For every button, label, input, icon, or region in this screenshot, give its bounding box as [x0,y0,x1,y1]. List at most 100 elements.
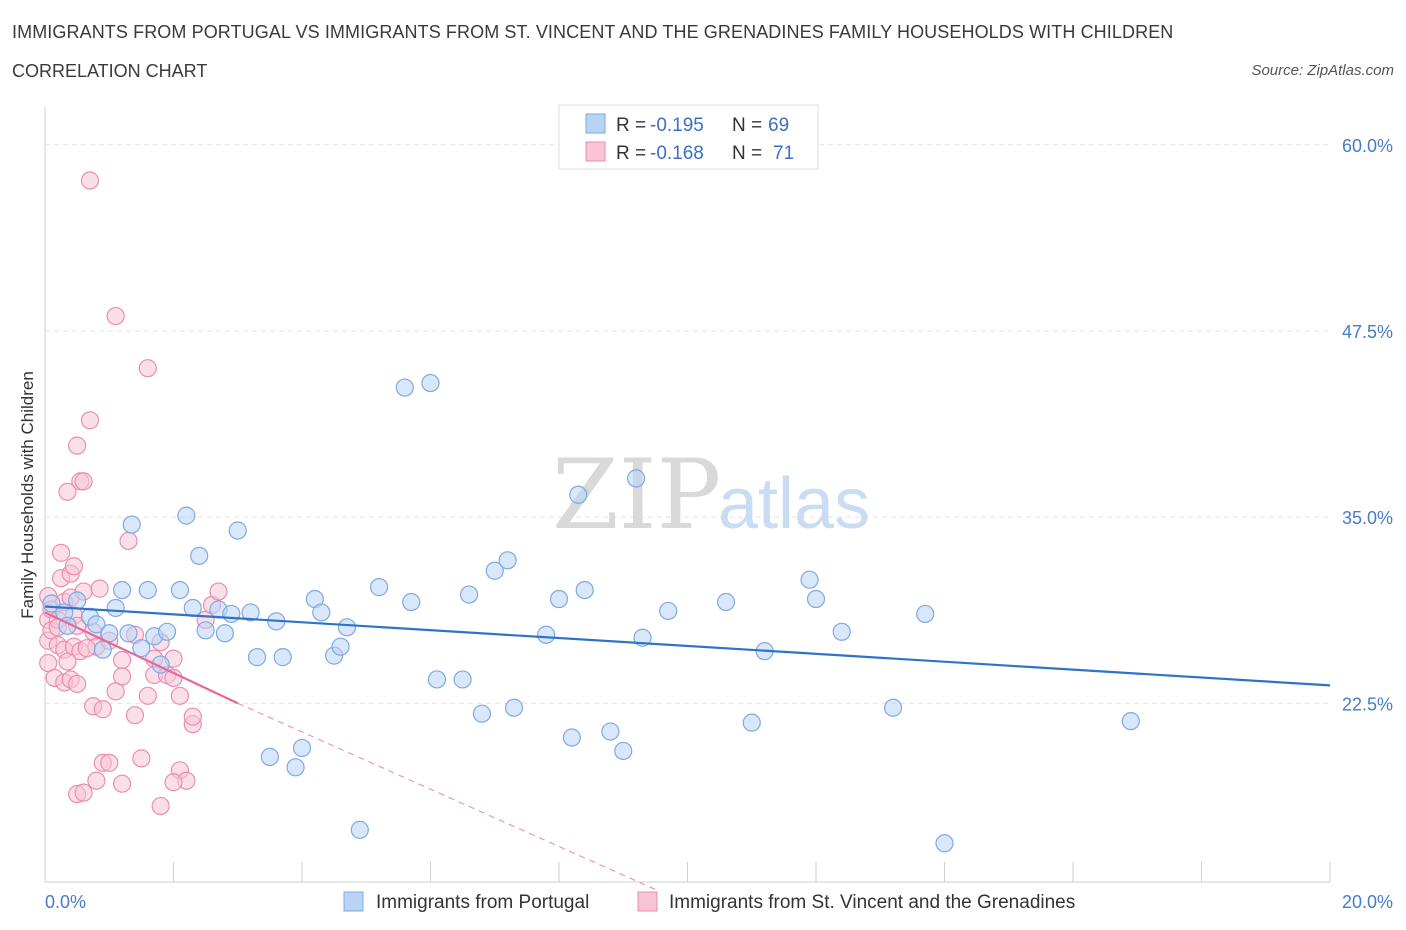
portugal-point [569,485,588,504]
portugal-point [247,648,267,667]
portugal-point [350,820,369,839]
portugal-point [190,546,209,565]
axes [44,107,1331,883]
portugal-point [800,570,819,589]
portugal-point [459,585,479,604]
portugal-point [215,624,234,643]
x-tick-labels: 0.0% 20.0% [45,892,1393,912]
series-svg-points [39,171,228,816]
svg-point [183,707,202,726]
svg-point [51,543,71,562]
svg-point [106,306,125,326]
portugal-point [183,598,202,618]
portugal-point [883,698,903,717]
portugal-point [157,622,177,641]
bottom-legend-label-portugal: Immigrants from Portugal [376,892,589,913]
svg-point [132,749,151,768]
y-tick-label: 22.5% [1342,694,1393,714]
svg-point [80,171,100,190]
portugal-point [106,598,125,618]
svg-point [209,582,228,601]
portugal-point [562,728,581,747]
portugal-point [260,747,279,766]
portugal-point [395,378,414,397]
portugal-point [177,506,196,525]
portugal-point [170,580,190,600]
legend-n-value-portugal: 69 [768,115,789,136]
trend-line-svg [44,611,239,705]
portugal-point [241,603,260,622]
portugal-point [286,758,305,777]
svg-point [125,706,145,725]
svg-point [170,686,190,705]
portugal-point [421,373,440,393]
legend-r-value-portugal: -0.195 [650,115,704,136]
portugal-point [427,670,447,689]
legend-swatch-svg [585,141,606,162]
svg-point [74,783,93,802]
legend-r-value-svg: -0.168 [650,143,704,164]
trend-lines [44,605,1331,890]
portugal-point [138,580,157,600]
portugal-point [614,741,633,761]
portugal-point [87,615,106,634]
y-tick-label: 47.5% [1342,322,1393,342]
series-portugal-points [42,373,1140,853]
portugal-point [122,515,141,534]
svg-point [58,482,77,501]
x-tick-label-max: 20.0% [1342,892,1393,912]
legend-n-label-svg: N = [732,143,762,164]
source-label: Source: ZipAtlas.com [1251,62,1394,79]
portugal-point [112,580,132,600]
bottom-legend-label-svg: Immigrants from St. Vincent and the Gren… [669,892,1075,913]
svg-point [138,359,157,378]
svg-point [112,667,132,686]
portugal-point [402,592,421,612]
portugal-point [935,834,954,853]
svg-point [74,472,93,491]
y-tick-label: 60.0% [1342,136,1393,156]
y-tick-label: 35.0% [1342,508,1393,528]
legend-swatch-portugal [585,113,606,134]
portugal-point [626,469,646,488]
portugal-point [832,622,851,641]
portugal-point [498,551,517,570]
trend-extension-svg [237,702,656,890]
svg-point [112,650,132,670]
svg-point [119,531,138,551]
svg-point [138,686,157,705]
bottom-legend-swatch-svg [637,891,658,912]
portugal-point [716,592,736,612]
series-legend: Immigrants from Portugal Immigrants from… [343,891,1075,913]
portugal-point [228,521,247,540]
portugal-point [312,603,331,622]
portugal-point [68,591,87,610]
portugal-point [222,604,241,624]
portugal-point [806,589,826,609]
portugal-point [504,698,524,717]
chart-title: IMMIGRANTS FROM PORTUGAL VS IMMIGRANTS F… [12,22,1174,42]
portugal-point [537,625,556,644]
portugal-point [549,589,569,609]
portugal-point [575,580,594,600]
svg-point [164,773,183,792]
trend-line-portugal [44,605,1331,687]
stats-legend: R = -0.195 N = 69 R = -0.168 N = 71 [558,104,819,170]
portugal-point [453,670,472,689]
portugal-point [1121,712,1140,731]
portugal-point [742,713,761,732]
portugal-point [292,738,312,758]
legend-r-label-svg: R = [616,143,646,164]
portugal-point [485,561,504,580]
svg-point [90,579,109,598]
svg-point [80,411,100,430]
portugal-point [331,637,350,656]
legend-n-value-svg: 71 [773,143,794,164]
portugal-point [472,704,491,723]
svg-point [87,771,106,790]
legend-n-label-portugal: N = [732,115,762,136]
portugal-point [273,648,292,667]
portugal-point [601,722,620,741]
x-tick-label-min: 0.0% [45,892,86,912]
